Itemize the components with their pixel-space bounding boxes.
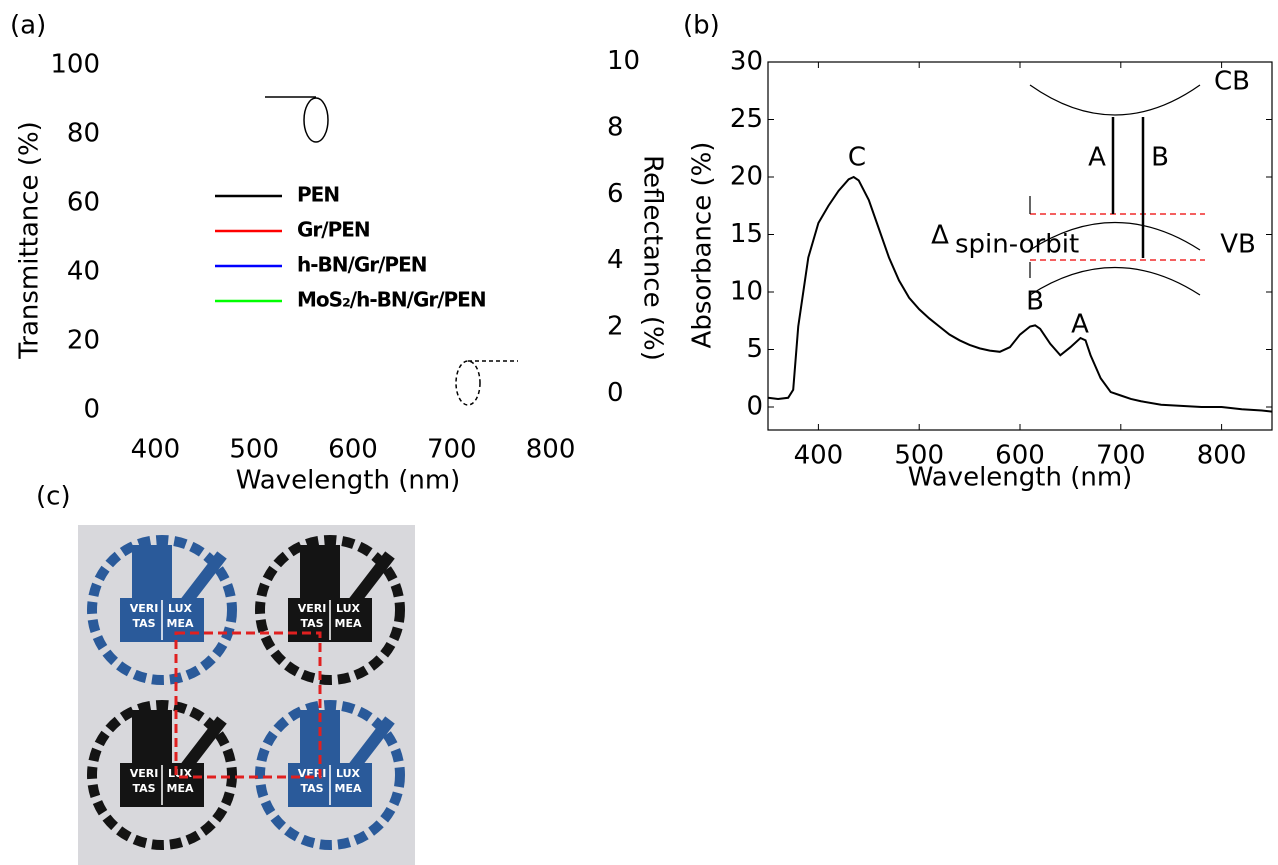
legend-label: h-BN/Gr/PEN: [297, 253, 426, 277]
y-axis-label: Absorbance (%): [688, 142, 718, 349]
x-axis-label: Wavelength (nm): [236, 466, 461, 496]
highlight-box: [174, 631, 322, 779]
x-axis-label: Wavelength (nm): [908, 463, 1133, 493]
axis-indicators: [265, 96, 518, 406]
x-tick-label: 800: [526, 435, 576, 465]
y2-tick-label: 2: [607, 312, 624, 342]
x-tick-label: 800: [1197, 441, 1247, 471]
y2-tick-label: 6: [607, 179, 624, 209]
y2-axis-label: Reflectance (%): [638, 155, 668, 361]
logo-text: MEA: [335, 617, 362, 630]
logo-emblem: [132, 545, 172, 600]
y2-tick-label: 8: [607, 113, 624, 143]
y-tick-label: 40: [67, 257, 100, 287]
logo-text: TAS: [300, 782, 323, 795]
legend-label: PEN: [297, 183, 339, 207]
x-tick-label: 500: [229, 435, 279, 465]
logo-wreath: [87, 700, 237, 850]
annotation: B: [1026, 287, 1044, 317]
logo-wreath: [255, 535, 405, 685]
logo-text: TAS: [132, 617, 155, 630]
logo-emblem: [132, 710, 172, 765]
y-tick-label: 0: [83, 395, 100, 425]
logo-wreath: [87, 535, 237, 685]
x-tick-label: 400: [131, 435, 181, 465]
annotation: Δ: [931, 221, 949, 251]
logo-text: LUX: [336, 602, 361, 615]
y-tick-label: 80: [67, 119, 100, 149]
x-tick-label: 600: [995, 441, 1045, 471]
annotation: spin-orbit: [955, 230, 1079, 260]
logo-wreath: [255, 700, 405, 850]
y-tick-label: 30: [730, 47, 763, 77]
y2-tick-label: 4: [607, 245, 624, 275]
legend-label: Gr/PEN: [297, 218, 370, 242]
annotation: VB: [1220, 230, 1256, 260]
logo-text: MEA: [167, 617, 194, 630]
x-tick-label: 700: [1096, 441, 1146, 471]
logo-text: LUX: [168, 602, 193, 615]
annotation: A: [1071, 310, 1089, 340]
x-tick-label: 700: [427, 435, 477, 465]
panel-label: (b): [683, 11, 720, 41]
logo-text: VERI: [130, 602, 159, 615]
logo-text: VERI: [130, 767, 159, 780]
annotation: B: [1151, 143, 1169, 173]
x-tick-label: 500: [894, 441, 944, 471]
annotation: C: [848, 143, 866, 173]
y2-tick-label: 10: [607, 46, 640, 76]
y-tick-label: 25: [730, 104, 763, 134]
annotation: CB: [1214, 67, 1250, 97]
y-tick-label: 20: [730, 162, 763, 192]
y-tick-label: 60: [67, 188, 100, 218]
logo-text: TAS: [132, 782, 155, 795]
y-tick-label: 10: [730, 277, 763, 307]
logo-text: VERI: [298, 602, 327, 615]
logo-emblem: [300, 545, 340, 600]
y-tick-label: 0: [746, 392, 763, 422]
panel-label: (a): [10, 11, 46, 41]
y-tick-label: 15: [730, 219, 763, 249]
logo-text: MEA: [167, 782, 194, 795]
y-tick-label: 5: [746, 334, 763, 364]
y-tick-label: 100: [50, 50, 100, 80]
y-axis-label: Transmittance (%): [15, 121, 45, 360]
band-diagram: [1029, 84, 1205, 296]
logo-text: MEA: [335, 782, 362, 795]
panel-label: (c): [36, 482, 71, 512]
legend-label: MoS₂/h-BN/Gr/PEN: [297, 288, 486, 312]
logo-text: TAS: [300, 617, 323, 630]
x-tick-label: 400: [794, 441, 844, 471]
y2-tick-label: 0: [607, 378, 624, 408]
logo-text: LUX: [336, 767, 361, 780]
series-line: [767, 175, 1273, 413]
x-tick-label: 600: [328, 435, 378, 465]
y-tick-label: 20: [67, 326, 100, 356]
annotation: A: [1088, 143, 1106, 173]
